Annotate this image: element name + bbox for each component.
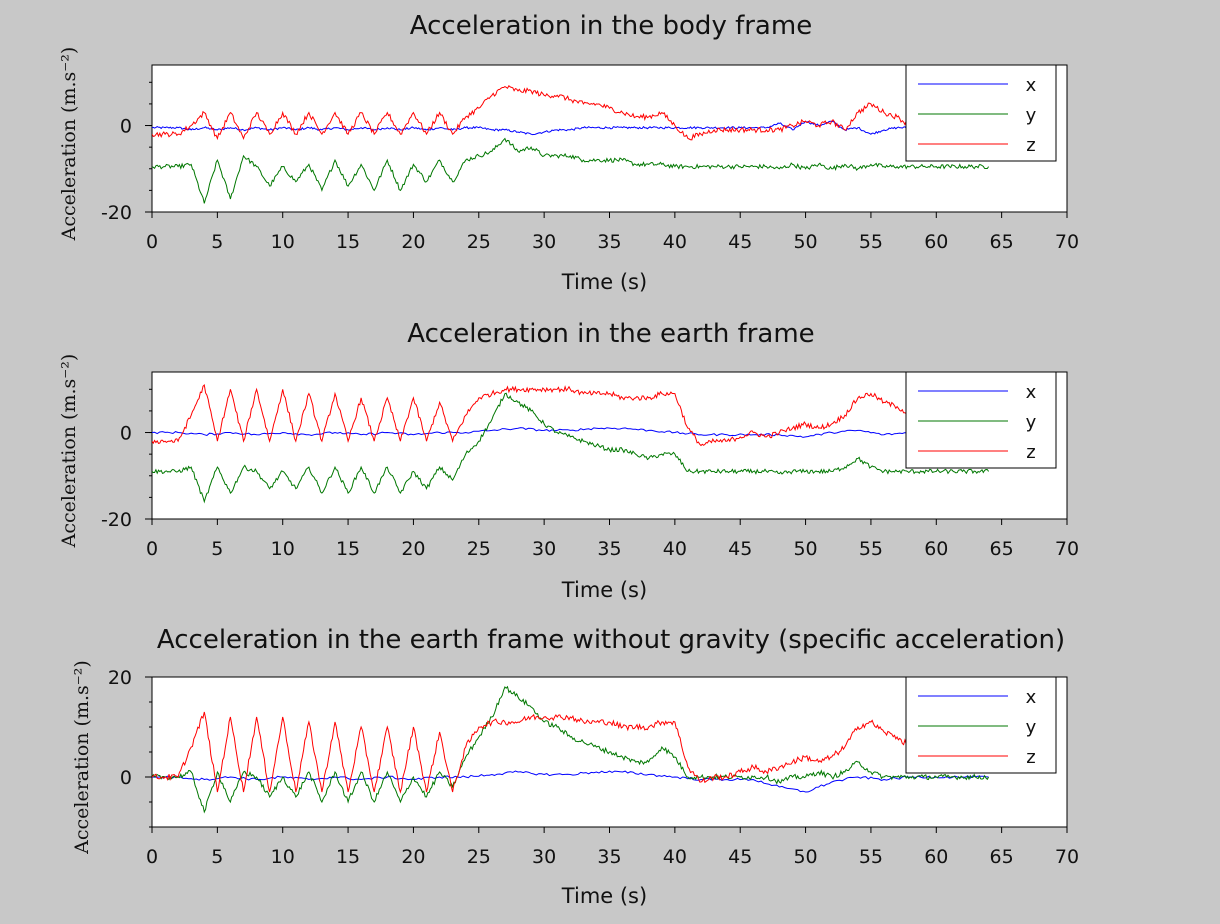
- series-group: [152, 685, 990, 814]
- x-tick-label: 5: [211, 846, 223, 868]
- series-line-x: [152, 427, 989, 438]
- legend: xyz: [905, 676, 1057, 774]
- series-line-x: [152, 770, 989, 793]
- x-tick-label: 10: [271, 231, 295, 253]
- x-tick-label: 65: [990, 846, 1014, 868]
- legend-label-x: x: [1026, 382, 1037, 403]
- x-tick-label: 0: [146, 846, 158, 868]
- legend-label-y: y: [1026, 105, 1037, 126]
- legend-box: [905, 371, 1057, 469]
- x-tick-label: 20: [401, 231, 425, 253]
- x-tick-label: 15: [336, 538, 360, 560]
- x-tick-label: 20: [401, 846, 425, 868]
- x-tick-label: 10: [271, 846, 295, 868]
- x-tick-label: 55: [859, 538, 883, 560]
- x-tick-label: 0: [146, 538, 158, 560]
- x-tick-label: 50: [793, 231, 817, 253]
- x-tick-label: 10: [271, 538, 295, 560]
- x-tick-label: 35: [597, 538, 621, 560]
- legend: xyz: [905, 64, 1057, 162]
- x-tick-label: 25: [467, 231, 491, 253]
- x-tick-label: 20: [401, 538, 425, 560]
- x-tick-label: 25: [467, 538, 491, 560]
- x-tick-label: 70: [1055, 231, 1079, 253]
- y-axis-label: Acceleration (m.s⁻²): [71, 660, 93, 855]
- legend-label-x: x: [1026, 75, 1037, 96]
- x-tick-label: 45: [728, 538, 752, 560]
- x-tick-label: 65: [990, 231, 1014, 253]
- series-line-z: [152, 85, 990, 141]
- x-tick-label: 45: [728, 846, 752, 868]
- legend-label-z: z: [1026, 442, 1035, 463]
- x-tick-label: 15: [336, 231, 360, 253]
- y-tick-label: -20: [101, 202, 132, 224]
- x-tick-label: 60: [924, 846, 948, 868]
- series-line-z: [152, 711, 989, 794]
- x-tick-label: 50: [793, 538, 817, 560]
- series-group: [152, 384, 990, 504]
- x-tick-label: 70: [1055, 538, 1079, 560]
- chart-3: Acceleration in the earth frame without …: [71, 625, 1079, 908]
- x-tick-label: 55: [859, 846, 883, 868]
- y-tick-label: 0: [120, 423, 132, 445]
- chart-title: Acceleration in the body frame: [410, 11, 812, 41]
- x-tick-label: 40: [663, 538, 687, 560]
- legend-label-y: y: [1026, 412, 1037, 433]
- x-tick-label: 30: [532, 231, 556, 253]
- series-line-y: [152, 685, 990, 814]
- y-axis-label: Acceleration (m.s⁻²): [58, 354, 80, 549]
- x-tick-label: 25: [467, 846, 491, 868]
- x-tick-label: 70: [1055, 846, 1079, 868]
- legend-box: [905, 64, 1057, 162]
- x-tick-label: 60: [924, 538, 948, 560]
- x-tick-label: 45: [728, 231, 752, 253]
- x-tick-label: 35: [597, 846, 621, 868]
- legend-label-z: z: [1026, 135, 1035, 156]
- x-tick-label: 5: [211, 231, 223, 253]
- series-line-y: [152, 392, 990, 504]
- y-tick-label: 0: [120, 767, 132, 789]
- y-tick-label: 0: [120, 116, 132, 138]
- x-tick-label: 0: [146, 231, 158, 253]
- x-tick-label: 35: [597, 231, 621, 253]
- series-line-y: [152, 137, 990, 204]
- legend-label-y: y: [1026, 717, 1037, 738]
- x-tick-label: 15: [336, 846, 360, 868]
- legend-label-x: x: [1026, 687, 1037, 708]
- series-line-z: [152, 384, 990, 447]
- x-axis-label: Time (s): [561, 578, 647, 602]
- x-axis-label: Time (s): [561, 884, 647, 908]
- series-group: [152, 85, 990, 204]
- x-tick-label: 30: [532, 538, 556, 560]
- x-tick-label: 55: [859, 231, 883, 253]
- x-tick-label: 65: [990, 538, 1014, 560]
- x-tick-label: 30: [532, 846, 556, 868]
- legend-label-z: z: [1026, 747, 1035, 768]
- y-tick-label: -20: [101, 509, 132, 531]
- x-tick-label: 50: [793, 846, 817, 868]
- chart-title: Acceleration in the earth frame without …: [157, 625, 1065, 655]
- y-axis-label: Acceleration (m.s⁻²): [58, 47, 80, 242]
- chart-1: Acceleration in the body frame 0 5 10 15 20 25…: [58, 11, 1079, 294]
- x-tick-label: 40: [663, 231, 687, 253]
- chart-title: Acceleration in the earth frame: [407, 319, 814, 349]
- legend-box: [905, 676, 1057, 774]
- x-tick-label: 40: [663, 846, 687, 868]
- x-tick-label: 60: [924, 231, 948, 253]
- chart-2: Acceleration in the earth frame 0 5 10 15 20 2…: [58, 319, 1079, 602]
- legend: xyz: [905, 371, 1057, 469]
- x-tick-label: 5: [211, 538, 223, 560]
- y-tick-label: 20: [108, 667, 132, 689]
- x-axis-label: Time (s): [561, 270, 647, 294]
